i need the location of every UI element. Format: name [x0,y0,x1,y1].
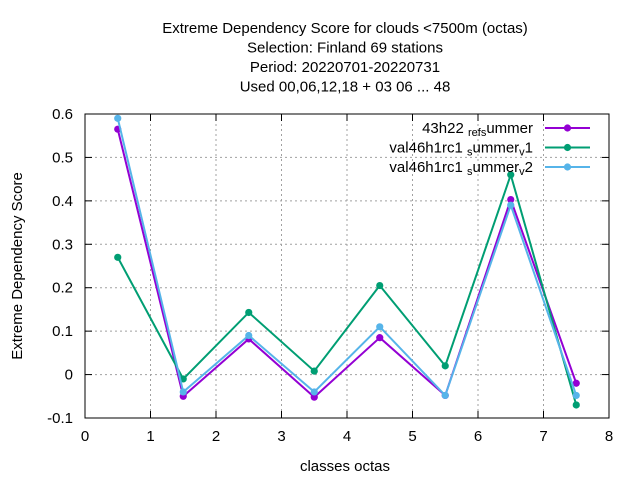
y-tick-label: 0.1 [52,323,73,340]
legend-label-part: ref [468,127,482,139]
legend-label-part: 2 [525,159,533,176]
legend-label-part: s [467,166,473,178]
data-point [572,391,580,400]
series-layer [114,114,580,409]
series-line-3 [116,118,578,398]
data-point [245,308,253,317]
data-point [245,331,253,340]
legend-label-part: ummer [486,120,533,137]
x-tick-label: 8 [605,428,613,445]
data-point [376,281,384,290]
legend-label-part: s [481,127,487,139]
title-line: Extreme Dependency Score for clouds <750… [162,20,528,37]
data-point [507,201,515,209]
x-tick-label: 4 [343,428,351,445]
data-point [310,367,318,375]
y-axis-label: Extreme Dependency Score [9,172,26,360]
data-point [310,388,318,396]
data-point [572,379,580,387]
legend-swatch-marker [563,143,572,152]
legend-label-part: ummer [472,159,519,176]
legend-label-part: s [467,147,473,159]
y-tick-label: 0.4 [52,193,73,210]
legend-swatch-marker [563,124,572,132]
y-tick-label: 0 [65,367,73,384]
title-line: Used 00,06,12,18 + 03 06 ... 48 [240,79,451,96]
data-point [507,171,515,179]
legend-label: val46h1rc1 summerv1 [389,140,533,159]
legend-label-part: ummer [472,140,519,157]
data-point [441,362,449,370]
legend-label-part: val46h1rc1 [389,159,467,176]
x-tick-label: 3 [277,428,285,445]
data-point [572,401,580,409]
x-axis-label: classes octas [300,458,390,475]
x-tick-label: 5 [408,428,416,445]
grid [85,114,609,418]
x-tick-label: 7 [539,428,547,445]
x-tick-label: 6 [474,428,482,445]
legend-label: 43h22 refsummer [422,120,533,139]
x-tick-label: 1 [146,428,154,445]
x-axis: 0 1 2 3 4 5 6 7 8 [81,114,613,445]
legend-label-part: val46h1rc1 [389,140,467,157]
legend-label-part: 1 [525,140,533,157]
y-tick-label: 0.6 [52,106,73,123]
x-tick-label: 0 [81,428,89,445]
x-tick-label: 2 [212,428,220,445]
y-tick-label: 0.3 [52,236,73,253]
data-point [179,388,187,396]
y-tick-label: 0.5 [52,149,73,166]
title-line: Selection: Finland 69 stations [247,40,443,57]
legend-label: val46h1rc1 summerv2 [389,159,533,178]
series-line-1 [116,128,578,399]
data-point [441,391,449,400]
legend-label-part: 43h22 [422,120,468,137]
y-tick-label: -0.1 [47,410,73,427]
title-line: Period: 20220701-20220731 [250,59,440,76]
data-point [114,114,122,122]
data-point [376,334,384,342]
series-line-2 [116,171,578,406]
y-axis: -0.1 0 0.1 0.2 0.3 0.4 0.5 0.6 [47,106,609,427]
data-point [507,195,515,204]
legend-swatch-marker [563,163,572,171]
y-tick-label: 0.2 [52,280,73,297]
legend-label-part: v [519,147,525,159]
chart-title: Extreme Dependency Score for clouds <750… [162,20,528,96]
data-point [376,323,384,331]
legend-label-part: v [519,166,525,178]
data-point [310,393,318,401]
data-point [114,253,122,261]
